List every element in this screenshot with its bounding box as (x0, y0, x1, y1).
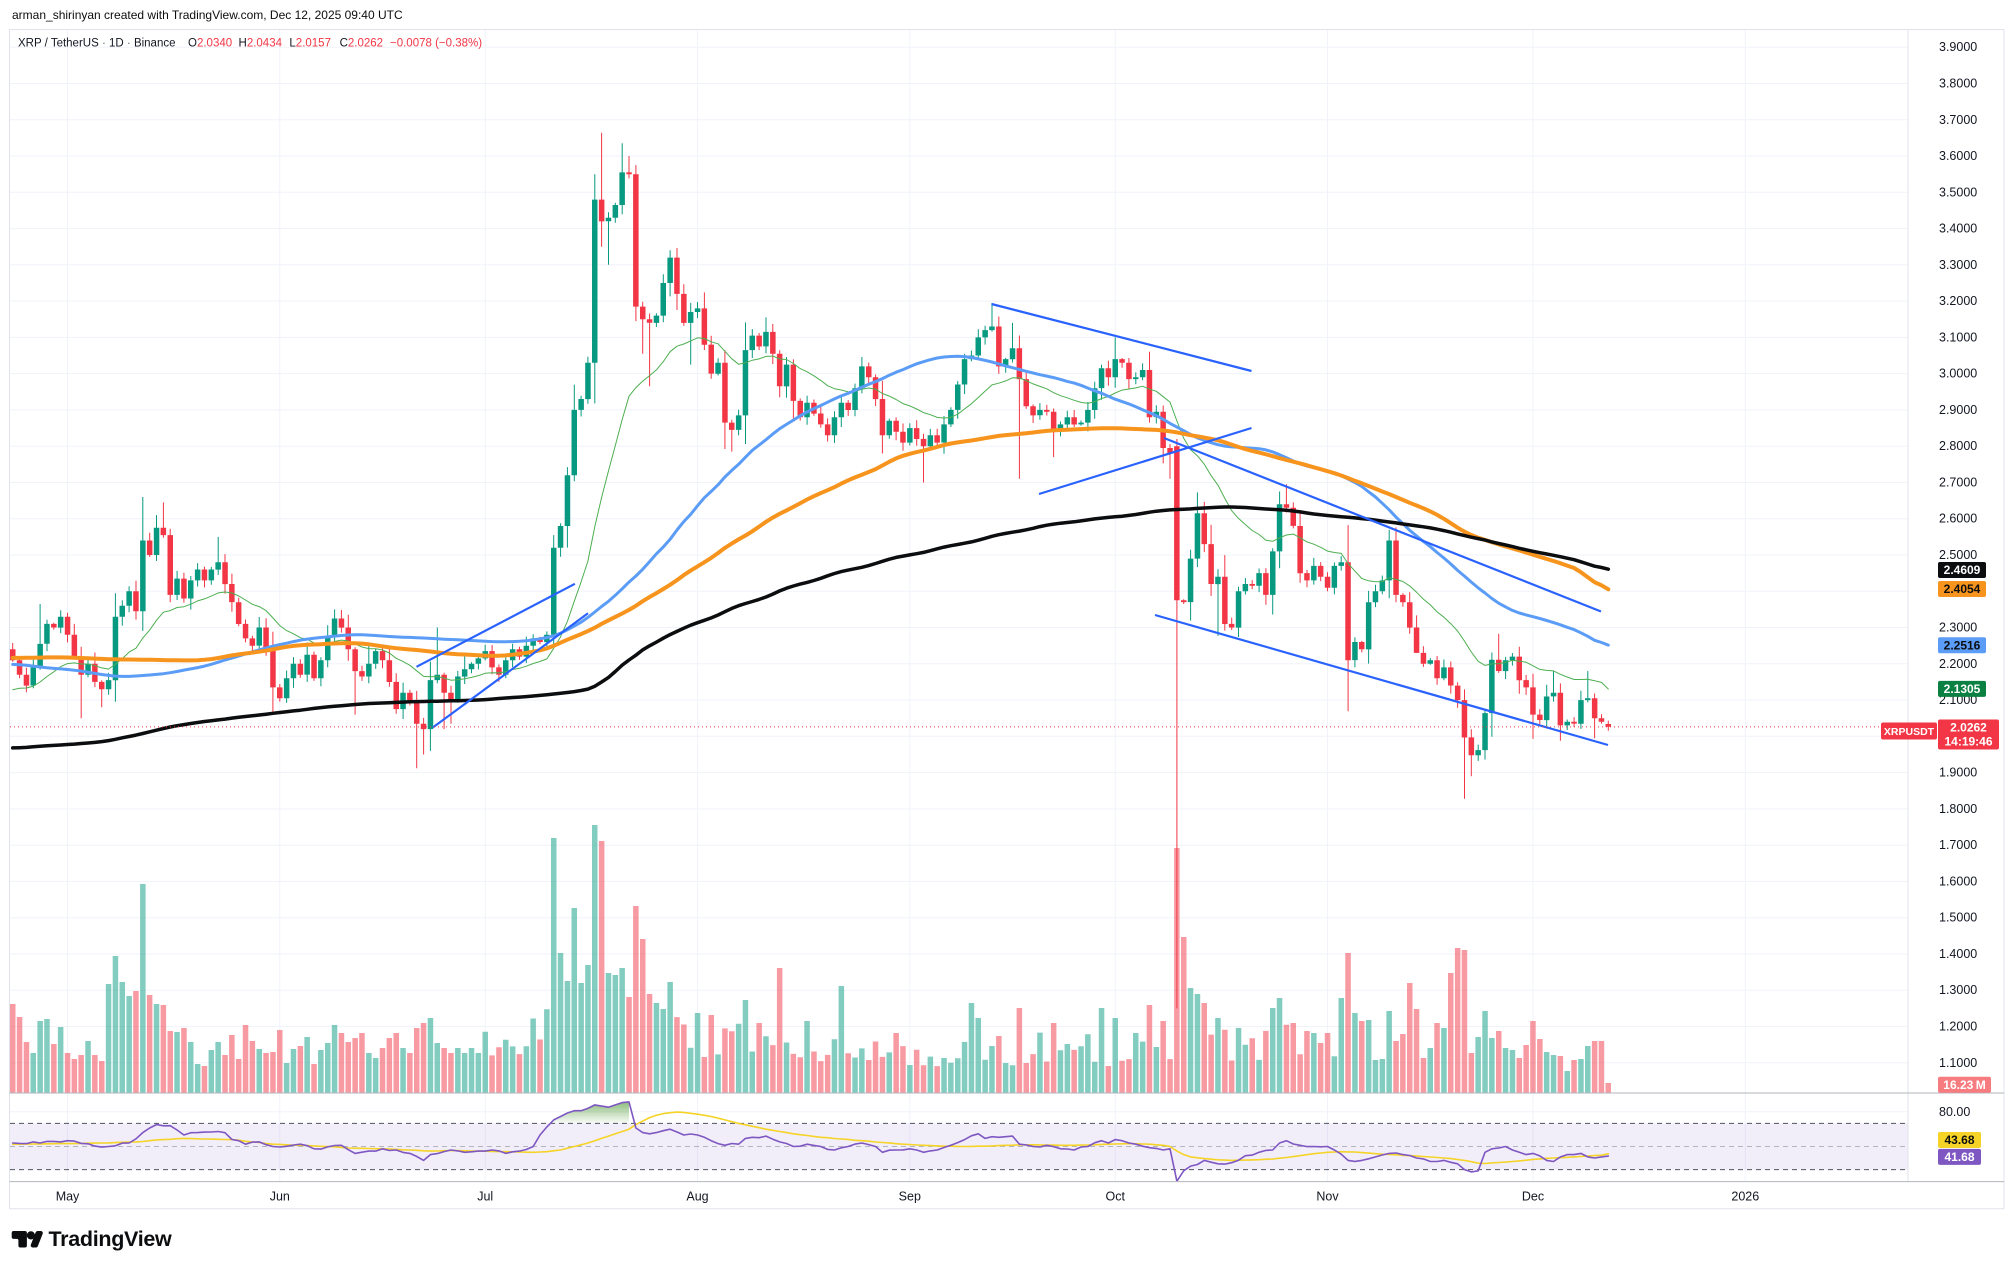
svg-text:C2.0262: C2.0262 (340, 38, 384, 50)
svg-text:2.2000: 2.2000 (1939, 657, 1977, 671)
svg-text:80.00: 80.00 (1939, 1105, 1970, 1119)
svg-text:O2.0340: O2.0340 (188, 38, 232, 50)
svg-text:3.6000: 3.6000 (1939, 149, 1977, 163)
svg-text:2.5000: 2.5000 (1939, 548, 1977, 562)
svg-text:arman_shirinyan created with T: arman_shirinyan created with TradingView… (12, 8, 403, 22)
svg-text:41.68: 41.68 (1944, 1150, 1974, 1164)
svg-text:14:19:46: 14:19:46 (1944, 735, 1992, 749)
svg-text:1.5000: 1.5000 (1939, 911, 1977, 925)
svg-text:3.3000: 3.3000 (1939, 258, 1977, 272)
svg-text:Jun: Jun (270, 1189, 290, 1203)
svg-text:43.68: 43.68 (1944, 1133, 1974, 1147)
svg-text:2.4054: 2.4054 (1944, 582, 1981, 596)
svg-text:1.6000: 1.6000 (1939, 874, 1977, 888)
svg-text:2.0262: 2.0262 (1950, 721, 1987, 735)
svg-text:1.4000: 1.4000 (1939, 947, 1977, 961)
svg-text:Jul: Jul (477, 1189, 493, 1203)
svg-text:16.23 M: 16.23 M (1943, 1078, 1985, 1092)
svg-text:3.1000: 3.1000 (1939, 330, 1977, 344)
svg-text:3.0000: 3.0000 (1939, 367, 1977, 381)
svg-text:2.9000: 2.9000 (1939, 403, 1977, 417)
svg-text:3.7000: 3.7000 (1939, 113, 1977, 127)
svg-text:3.5000: 3.5000 (1939, 185, 1977, 199)
svg-text:2.1305: 2.1305 (1944, 682, 1981, 696)
svg-text:Nov: Nov (1316, 1189, 1339, 1203)
svg-text:May: May (56, 1189, 80, 1203)
svg-text:Dec: Dec (1522, 1189, 1544, 1203)
svg-text:XRP / TetherUS · 1D · Binance: XRP / TetherUS · 1D · Binance (18, 38, 176, 50)
svg-text:2.4609: 2.4609 (1944, 563, 1981, 577)
svg-text:Sep: Sep (899, 1189, 921, 1203)
svg-text:2.3000: 2.3000 (1939, 621, 1977, 635)
svg-text:2026: 2026 (1731, 1189, 1759, 1203)
svg-text:3.8000: 3.8000 (1939, 77, 1977, 91)
svg-text:L2.0157: L2.0157 (289, 38, 331, 50)
svg-text:2.2516: 2.2516 (1944, 639, 1981, 653)
svg-text:1.1000: 1.1000 (1939, 1056, 1977, 1070)
svg-text:1.3000: 1.3000 (1939, 983, 1977, 997)
svg-text:2.7000: 2.7000 (1939, 476, 1977, 490)
svg-text:3.4000: 3.4000 (1939, 222, 1977, 236)
svg-text:1.2000: 1.2000 (1939, 1020, 1977, 1034)
svg-text:3.9000: 3.9000 (1939, 40, 1977, 54)
svg-text:1.9000: 1.9000 (1939, 766, 1977, 780)
svg-text:XRPUSDT: XRPUSDT (1884, 726, 1935, 738)
svg-text:Aug: Aug (686, 1189, 708, 1203)
svg-text:H2.0434: H2.0434 (239, 38, 283, 50)
svg-text:2.6000: 2.6000 (1939, 512, 1977, 526)
svg-text:3.2000: 3.2000 (1939, 294, 1977, 308)
svg-text:−0.0078 (−0.38%): −0.0078 (−0.38%) (390, 38, 482, 50)
svg-text:Oct: Oct (1105, 1189, 1125, 1203)
svg-text:TradingView: TradingView (49, 1227, 173, 1251)
svg-text:1.7000: 1.7000 (1939, 838, 1977, 852)
svg-text:1.8000: 1.8000 (1939, 802, 1977, 816)
svg-text:2.8000: 2.8000 (1939, 439, 1977, 453)
